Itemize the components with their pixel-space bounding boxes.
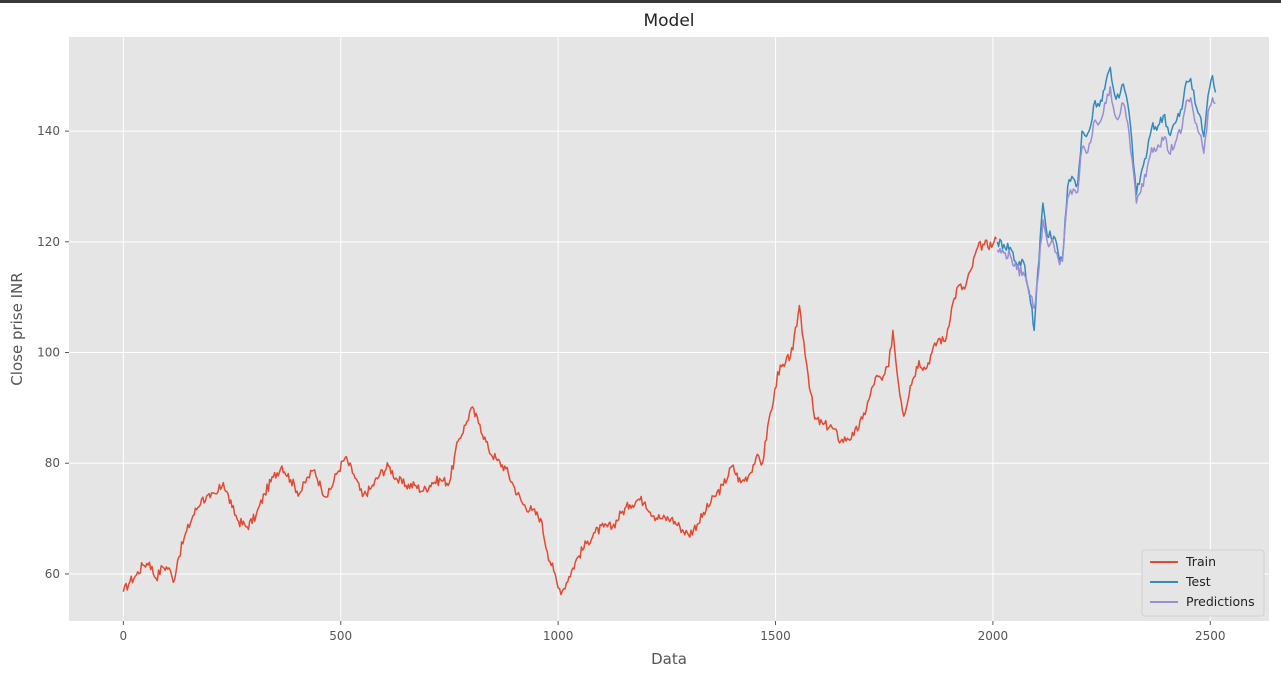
legend: Train Test Predictions	[1141, 549, 1265, 617]
x-tick-label: 2000	[978, 629, 1009, 643]
plot-area	[69, 37, 1269, 621]
series-line-test	[996, 66, 1217, 332]
x-axis-ticks: 0 500 1000 1500 2000 2500	[120, 621, 1226, 643]
y-axis-title: Close prise INR	[8, 272, 26, 385]
legend-label-predictions: Predictions	[1186, 594, 1255, 609]
series-line-predictions	[996, 86, 1216, 309]
x-tick-label: 500	[329, 629, 352, 643]
grid-lines	[69, 37, 1269, 621]
y-tick-label: 100	[37, 346, 60, 360]
x-tick-label: 1000	[543, 629, 574, 643]
y-tick-label: 140	[37, 124, 60, 138]
series-line-train	[122, 236, 998, 596]
y-tick-label: 60	[45, 567, 60, 581]
y-tick-label: 120	[37, 235, 60, 249]
x-tick-label: 0	[120, 629, 128, 643]
legend-label-test: Test	[1185, 574, 1211, 589]
top-border-bar	[0, 0, 1281, 3]
legend-label-train: Train	[1185, 554, 1216, 569]
y-axis-ticks: 60 80 100 120 140	[37, 124, 69, 581]
y-tick-label: 80	[45, 456, 60, 470]
legend-box	[1141, 549, 1265, 617]
x-axis-title: Data	[651, 650, 687, 668]
x-tick-label: 1500	[760, 629, 791, 643]
x-tick-label: 2500	[1195, 629, 1226, 643]
series-lines	[122, 66, 1217, 596]
chart-title: Model	[643, 11, 694, 31]
